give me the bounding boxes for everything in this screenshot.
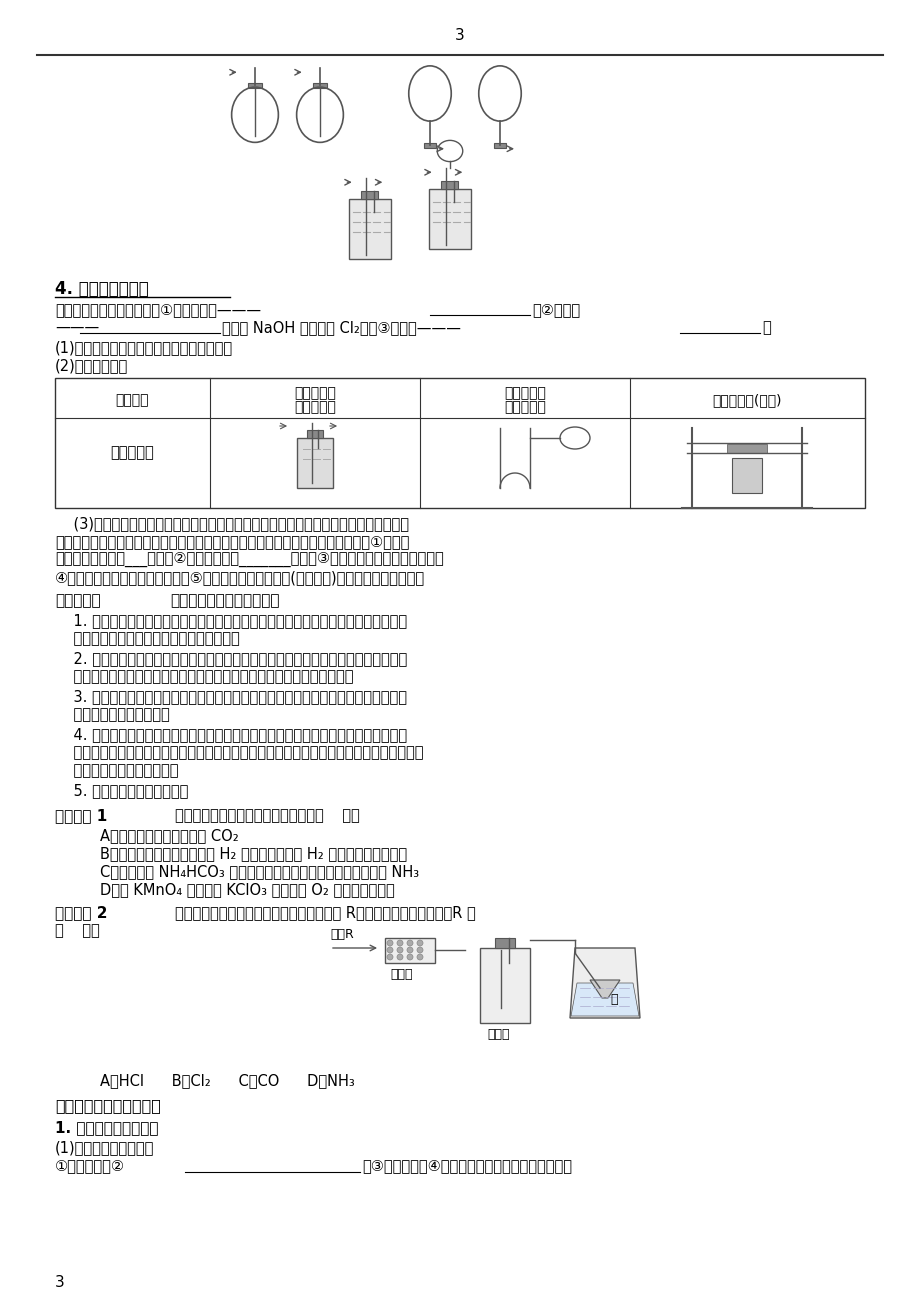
Bar xyxy=(727,444,766,453)
Text: 反应原理、选择药品和装置，确定操作步骤都作了限定，必须高度重视。: 反应原理、选择药品和装置，确定操作步骤都作了限定，必须高度重视。 xyxy=(55,669,353,684)
Bar xyxy=(441,181,458,189)
Text: 4. 药品的名称和仪器的规格。有些题目要求指出药品的名称，这类问题最难答准确，: 4. 药品的名称和仪器的规格。有些题目要求指出药品的名称，这类问题最难答准确， xyxy=(55,727,407,742)
Text: ———: ——— xyxy=(55,320,99,335)
Polygon shape xyxy=(589,980,619,999)
Text: 4. 净化与干燥装置: 4. 净化与干燥装置 xyxy=(55,280,149,298)
Circle shape xyxy=(397,954,403,960)
Bar xyxy=(248,83,262,89)
Text: 特别提示：: 特别提示： xyxy=(55,592,100,608)
Text: 二、化学实验方案的设计: 二、化学实验方案的设计 xyxy=(55,1098,161,1113)
Circle shape xyxy=(387,940,392,947)
Text: 1. 看药品和装置是部分给出还是有剩余。若药品和装置只部分给出，则应需要作必要: 1. 看药品和装置是部分给出还是有剩余。若药品和装置只部分给出，则应需要作必要 xyxy=(55,613,407,628)
Text: 。: 。 xyxy=(761,320,770,335)
Text: 固体除杂剂: 固体除杂剂 xyxy=(504,385,545,400)
Text: A．HCl      B．Cl₂      C．CO      D．NH₃: A．HCl B．Cl₂ C．CO D．NH₃ xyxy=(100,1073,355,1088)
Text: 1. 化学实验方案的设计: 1. 化学实验方案的设计 xyxy=(55,1120,158,1135)
Text: 的补充；若有剩余，则应进行筛选和淘汰。: 的补充；若有剩余，则应进行筛选和淘汰。 xyxy=(55,631,240,646)
Text: 气体R: 气体R xyxy=(330,928,354,941)
Text: 也应注意某些仪器的规格。: 也应注意某些仪器的规格。 xyxy=(55,763,178,779)
Text: (3)气体的净化剂的选择：选择气体吸收剂应根据气体的性质和杂质的性质而确定，所: (3)气体的净化剂的选择：选择气体吸收剂应根据气体的性质和杂质的性质而确定，所 xyxy=(55,516,409,531)
Circle shape xyxy=(387,947,392,953)
Text: ；③实验原理；④实验用品（仪器、药品及规格）；: ；③实验原理；④实验用品（仪器、药品及规格）； xyxy=(361,1157,572,1173)
Bar xyxy=(361,191,378,199)
Bar xyxy=(384,937,435,963)
Text: 如有些药品的准确描述为：硫酸铜粉末、澄清石灰水、酸性高锰酸钾溶液、浓硫酸等。此外: 如有些药品的准确描述为：硫酸铜粉末、澄清石灰水、酸性高锰酸钾溶液、浓硫酸等。此外 xyxy=(55,745,423,760)
Bar xyxy=(494,143,505,148)
Text: 即时训练 2: 即时训练 2 xyxy=(55,905,108,921)
Bar xyxy=(307,430,323,437)
Text: 干燥管: 干燥管 xyxy=(390,967,412,980)
Text: 装置示意图: 装置示意图 xyxy=(110,445,154,461)
Bar xyxy=(348,199,391,259)
Polygon shape xyxy=(570,948,640,1018)
Text: (1)设计原则：根据净化药品的状态及条件。: (1)设计原则：根据净化药品的状态及条件。 xyxy=(55,340,233,355)
Text: （不加热）: （不加热） xyxy=(504,400,545,414)
Bar xyxy=(424,143,436,148)
Bar xyxy=(55,378,864,508)
Text: 尾气吸收处理装置有三种：①用倒扣漏斗———: 尾气吸收处理装置有三种：①用倒扣漏斗——— xyxy=(55,302,261,316)
Text: ①实验名称；②: ①实验名称；② xyxy=(55,1157,125,1173)
Text: (1)实验方案包括的内容: (1)实验方案包括的内容 xyxy=(55,1141,154,1155)
Text: 储气瓶: 储气瓶 xyxy=(486,1029,509,1042)
Bar xyxy=(732,458,762,493)
Text: （    ）。: （ ）。 xyxy=(55,923,99,937)
Bar xyxy=(480,948,529,1023)
Text: 水的气体杂质可用___吸收；②酸性杂质可用_______吸收；③碱性杂质可用酸性物质吸收；: 水的气体杂质可用___吸收；②酸性杂质可用_______吸收；③碱性杂质可用酸性… xyxy=(55,552,443,568)
Text: ④水分可用浓硫酸或碱石灰吸收；⑤能与杂质反应生成沉淀(或可溶物)的物质可作为吸收剂。: ④水分可用浓硫酸或碱石灰吸收；⑤能与杂质反应生成沉淀(或可溶物)的物质可作为吸收… xyxy=(55,570,425,585)
Bar xyxy=(297,437,333,488)
Text: 2. 题目条件有无特殊要求。如采用最简单或最合理的实验步骤，这些要求对我们考虑: 2. 题目条件有无特殊要求。如采用最简单或最合理的实验步骤，这些要求对我们考虑 xyxy=(55,651,407,667)
Bar xyxy=(494,937,515,948)
Polygon shape xyxy=(571,983,639,1016)
Text: ；②玻璃管: ；②玻璃管 xyxy=(531,302,580,316)
Text: （不加热）: （不加热） xyxy=(294,400,335,414)
Text: （如用 NaOH 溶液吸收 Cl₂）；③点燃法———: （如用 NaOH 溶液吸收 Cl₂）；③点燃法——— xyxy=(221,320,460,335)
Circle shape xyxy=(397,940,403,947)
Circle shape xyxy=(406,954,413,960)
Text: 实验室里可按如图所示装置干燥、收集气体 R，多余的气体用水吸收，R 是: 实验室里可按如图所示装置干燥、收集气体 R，多余的气体用水吸收，R 是 xyxy=(175,905,475,921)
Text: (2)装置基本类型: (2)装置基本类型 xyxy=(55,358,128,372)
Text: 下列关于气体制备的说法不正确的是（    ）。: 下列关于气体制备的说法不正确的是（ ）。 xyxy=(175,809,359,823)
Circle shape xyxy=(406,940,413,947)
Bar xyxy=(312,83,326,89)
Bar xyxy=(428,189,471,249)
Text: 3: 3 xyxy=(455,29,464,43)
Text: 气体制备实验应注意的问题: 气体制备实验应注意的问题 xyxy=(170,592,279,608)
Text: 不可少的，容易被忽略。: 不可少的，容易被忽略。 xyxy=(55,707,170,723)
Text: 固体除杂剂(加热): 固体除杂剂(加热) xyxy=(712,393,781,408)
Text: 水: 水 xyxy=(609,993,617,1006)
Circle shape xyxy=(416,954,423,960)
Text: B．用铁片和稀硫酸反应制取 H₂ 时，为加快产生 H₂ 的速率可改用浓硫酸: B．用铁片和稀硫酸反应制取 H₂ 时，为加快产生 H₂ 的速率可改用浓硫酸 xyxy=(100,846,407,861)
Circle shape xyxy=(416,947,423,953)
Text: C．加热分解 NH₄HCO₃ 固体，将所得的气体进行适当处理可获得 NH₃: C．加热分解 NH₄HCO₃ 固体，将所得的气体进行适当处理可获得 NH₃ xyxy=(100,865,419,879)
Text: 液体除杂剂: 液体除杂剂 xyxy=(294,385,335,400)
Text: D．用 KMnO₄ 固体和用 KClO₃ 固体制备 O₂ 的装置完全相同: D．用 KMnO₄ 固体和用 KClO₃ 固体制备 O₂ 的装置完全相同 xyxy=(100,881,394,897)
Circle shape xyxy=(397,947,403,953)
Text: 3: 3 xyxy=(55,1275,64,1290)
Text: 3. 实验过程中的隐蔽性操作。如某些必要的干燥、除杂、冷凝等，这些都是实验中必: 3. 实验过程中的隐蔽性操作。如某些必要的干燥、除杂、冷凝等，这些都是实验中必 xyxy=(55,689,406,704)
Circle shape xyxy=(406,947,413,953)
Circle shape xyxy=(416,940,423,947)
Circle shape xyxy=(387,954,392,960)
Text: 5. 会画简单的实验装置图。: 5. 会画简单的实验装置图。 xyxy=(55,783,188,798)
Text: A．用碳酸钠粉末可以制备 CO₂: A．用碳酸钠粉末可以制备 CO₂ xyxy=(100,828,239,842)
Text: 选用的吸收剂只能吸收气体中的杂质，而不能与被提纯的气体反应。一般情况下：①易溶于: 选用的吸收剂只能吸收气体中的杂质，而不能与被提纯的气体反应。一般情况下：①易溶于 xyxy=(55,534,409,549)
Text: 即时训练 1: 即时训练 1 xyxy=(55,809,108,823)
Text: 装置类型: 装置类型 xyxy=(116,393,149,408)
